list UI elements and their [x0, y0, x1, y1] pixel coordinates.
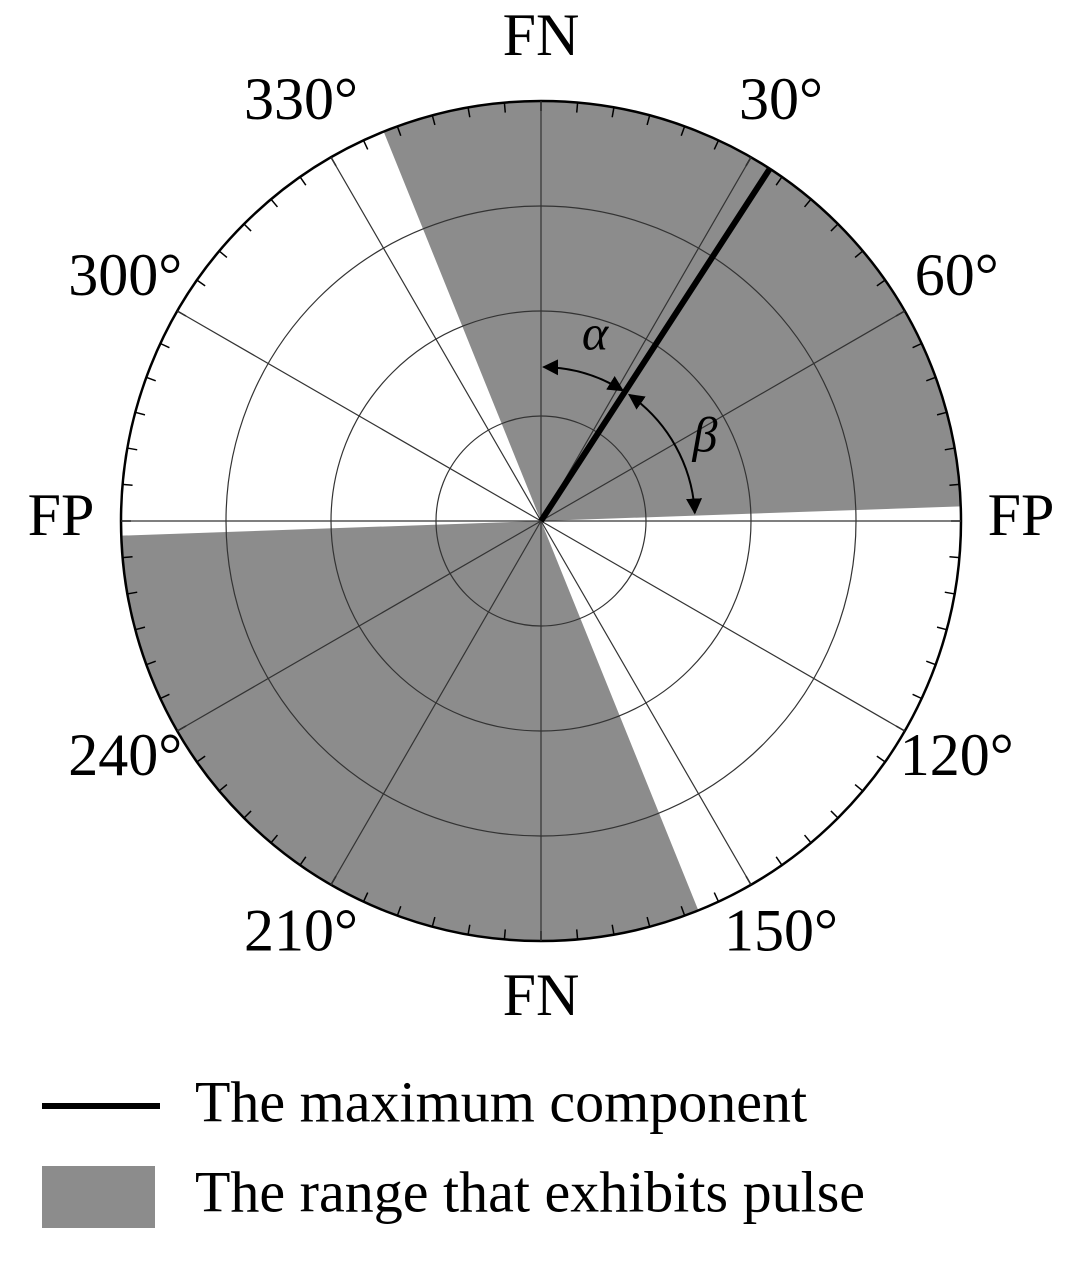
angle-label: 240°: [68, 722, 182, 788]
minor-tick: [713, 892, 720, 902]
angle-label: FN: [503, 2, 580, 68]
minor-tick: [830, 810, 839, 819]
angle-label: FP: [988, 482, 1055, 548]
angle-label: 210°: [244, 897, 358, 963]
beta-label: β: [692, 406, 718, 462]
minor-tick: [467, 107, 471, 118]
minor-tick: [876, 279, 886, 287]
angle-label: 30°: [739, 66, 823, 132]
minor-tick: [146, 660, 156, 666]
minor-tick: [949, 483, 960, 487]
alpha-arc: [542, 359, 624, 392]
spoke: [540, 156, 752, 522]
minor-tick: [243, 810, 252, 819]
legend-label: The range that exhibits pulse: [195, 1159, 865, 1224]
legend-label: The maximum component: [195, 1069, 807, 1134]
minor-tick: [775, 176, 783, 186]
angle-label: FN: [503, 962, 580, 1028]
minor-tick: [160, 693, 170, 700]
minor-tick: [196, 279, 206, 287]
minor-tick: [196, 755, 206, 763]
minor-tick: [912, 342, 922, 349]
minor-tick: [218, 250, 228, 259]
angle-label: 60°: [915, 242, 999, 308]
minor-tick: [396, 126, 402, 136]
beta-arc: [628, 393, 703, 515]
legend-swatch: [42, 1166, 155, 1228]
minor-tick: [270, 834, 279, 844]
angle-label: 300°: [68, 242, 182, 308]
minor-tick: [270, 198, 279, 208]
minor-tick: [243, 223, 252, 232]
spoke: [540, 520, 906, 732]
minor-tick: [431, 916, 436, 927]
minor-tick: [299, 176, 307, 186]
alpha-label: α: [582, 304, 610, 360]
angle-label: FP: [28, 482, 95, 548]
minor-tick: [803, 198, 812, 208]
minor-tick: [949, 555, 960, 559]
minor-tick: [936, 626, 947, 631]
minor-tick: [876, 755, 886, 763]
minor-tick: [135, 626, 146, 631]
spoke: [540, 520, 752, 886]
minor-tick: [503, 102, 507, 113]
minor-tick: [122, 483, 133, 487]
minor-tick: [503, 929, 507, 940]
minor-tick: [936, 411, 947, 416]
minor-tick: [299, 856, 307, 866]
minor-tick: [160, 342, 170, 349]
minor-tick: [775, 856, 783, 866]
minor-tick: [926, 660, 936, 666]
minor-tick: [803, 834, 812, 844]
minor-tick: [611, 924, 615, 935]
minor-tick: [575, 102, 579, 113]
minor-tick: [122, 555, 133, 559]
minor-tick: [854, 250, 864, 259]
minor-tick: [713, 140, 720, 150]
minor-tick: [830, 223, 839, 232]
spoke: [176, 520, 542, 732]
spoke: [330, 520, 542, 886]
minor-tick: [127, 447, 138, 451]
minor-tick: [467, 924, 471, 935]
minor-tick: [680, 126, 686, 136]
minor-tick: [944, 591, 955, 595]
angle-label: 330°: [244, 66, 358, 132]
spoke: [540, 310, 906, 522]
minor-tick: [218, 783, 228, 792]
minor-tick: [646, 916, 651, 927]
minor-tick: [135, 411, 146, 416]
angle-label: 150°: [724, 897, 838, 963]
minor-tick: [926, 376, 936, 382]
minor-tick: [127, 591, 138, 595]
minor-tick: [680, 906, 686, 916]
minor-tick: [611, 107, 615, 118]
angle-label: 120°: [900, 722, 1014, 788]
minor-tick: [646, 115, 651, 126]
pulse-range: [121, 521, 699, 942]
spoke: [330, 156, 542, 522]
minor-tick: [362, 140, 369, 150]
minor-tick: [575, 929, 579, 940]
minor-tick: [944, 447, 955, 451]
spoke: [176, 310, 542, 522]
minor-tick: [146, 376, 156, 382]
minor-tick: [362, 892, 369, 902]
pulse-range: [383, 100, 961, 521]
minor-tick: [431, 115, 436, 126]
minor-tick: [396, 906, 402, 916]
minor-tick: [854, 783, 864, 792]
maximum-component: [538, 167, 773, 523]
minor-tick: [912, 693, 922, 700]
